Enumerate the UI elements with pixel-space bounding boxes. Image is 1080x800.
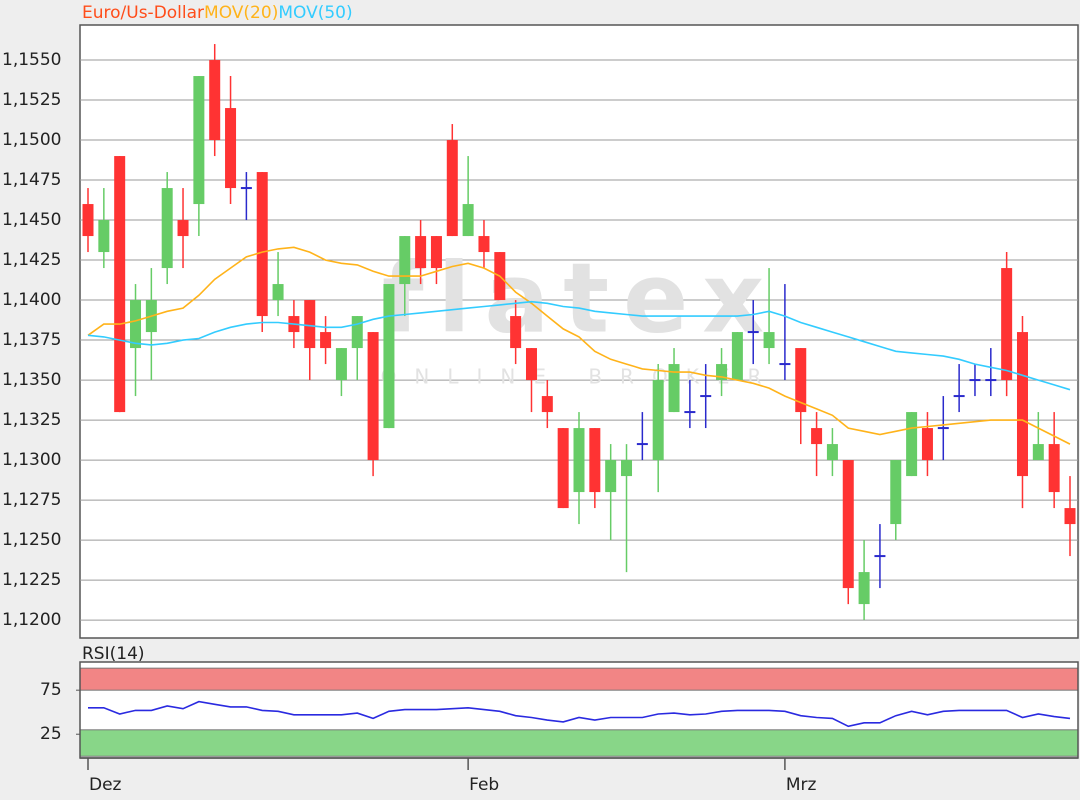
band xyxy=(79,667,1079,691)
y-tick-label: 1,1300 xyxy=(2,450,61,470)
legend-entry: MOV(50) xyxy=(278,3,352,23)
y-tick-label: 1,1350 xyxy=(2,370,61,390)
y-tick-label: 1,1550 xyxy=(2,50,61,70)
line-series xyxy=(87,300,1071,391)
candle-body xyxy=(1048,444,1060,493)
candle-body xyxy=(1016,332,1028,477)
candle-body xyxy=(399,236,411,285)
candle-body xyxy=(462,204,474,237)
candle-body xyxy=(82,204,94,237)
y-tick-label: 1,1500 xyxy=(2,130,61,150)
candle-body xyxy=(525,348,537,381)
candle-body xyxy=(890,460,902,525)
rsi-title: RSI(14) xyxy=(82,644,145,664)
y-tick-label: 1,1400 xyxy=(2,290,61,310)
candle-body xyxy=(621,460,633,477)
y-tick-label: 1,1225 xyxy=(2,570,61,590)
legend-entry: Euro/Us-Dollar xyxy=(82,3,204,23)
legend: Euro/Us-DollarMOV(20)MOV(50) xyxy=(82,3,353,23)
candle-body xyxy=(541,396,553,413)
candle-body xyxy=(193,76,205,205)
candle-body xyxy=(652,380,664,461)
candle-body xyxy=(858,572,870,605)
y-tick-label: 1,1425 xyxy=(2,250,61,270)
candle-body xyxy=(573,428,585,493)
watermark-logo: flatex xyxy=(382,242,778,354)
candle-body xyxy=(351,316,363,349)
candle-body xyxy=(367,332,379,461)
y-tick-label: 1,1450 xyxy=(2,210,61,230)
candle-body xyxy=(668,364,680,413)
y-tick-label: 1,1200 xyxy=(2,610,61,630)
candle-body xyxy=(921,428,933,461)
candle-body xyxy=(763,332,775,349)
candle-body xyxy=(906,412,918,477)
candle-body xyxy=(256,172,268,317)
candle-body xyxy=(1032,444,1044,461)
band xyxy=(79,729,1079,757)
x-tick-label: Feb xyxy=(469,775,499,795)
candle-body xyxy=(161,188,173,269)
candle-body xyxy=(795,348,807,413)
candle-body xyxy=(589,428,601,493)
y-tick-label: 1,1275 xyxy=(2,490,61,510)
candle-body xyxy=(731,332,743,381)
candle-body xyxy=(446,140,458,237)
candle-body xyxy=(114,156,126,413)
candle-body xyxy=(430,236,442,269)
candle-body xyxy=(98,220,110,253)
legend-entry: MOV(20) xyxy=(204,3,278,23)
x-tick-label: Mrz xyxy=(786,775,817,795)
y-tick-label: 1,1475 xyxy=(2,170,61,190)
candle-body xyxy=(209,60,221,141)
y-tick-label: 25 xyxy=(40,724,62,744)
watermark-tagline: ONLINE BROKER xyxy=(381,365,780,389)
candle-body xyxy=(1001,268,1013,381)
candle-body xyxy=(1064,508,1076,525)
candle-body xyxy=(383,284,395,429)
y-tick-label: 1,1325 xyxy=(2,410,61,430)
line-series xyxy=(87,246,1071,445)
candle-body xyxy=(335,348,347,381)
candle-body xyxy=(842,460,854,589)
candle-body xyxy=(510,316,522,349)
candle-body xyxy=(320,332,332,349)
candle-body xyxy=(716,364,728,381)
plot-area xyxy=(79,24,1079,639)
y-tick-label: 1,1250 xyxy=(2,530,61,550)
line-series xyxy=(88,700,1071,728)
candle-body xyxy=(415,236,427,269)
candle-body xyxy=(826,444,838,461)
x-tick-label: Dez xyxy=(89,775,122,795)
candle-body xyxy=(811,428,823,445)
y-tick-label: 1,1375 xyxy=(2,330,61,350)
candle-body xyxy=(272,284,284,301)
candle-body xyxy=(177,220,189,237)
y-tick-label: 1,1525 xyxy=(2,90,61,110)
candle-body xyxy=(605,460,617,493)
candle-body xyxy=(557,428,569,509)
candle-body xyxy=(130,300,142,349)
candle-body xyxy=(478,236,490,253)
candle-body xyxy=(225,108,237,189)
y-tick-label: 75 xyxy=(40,680,62,700)
candle-body xyxy=(304,300,316,349)
